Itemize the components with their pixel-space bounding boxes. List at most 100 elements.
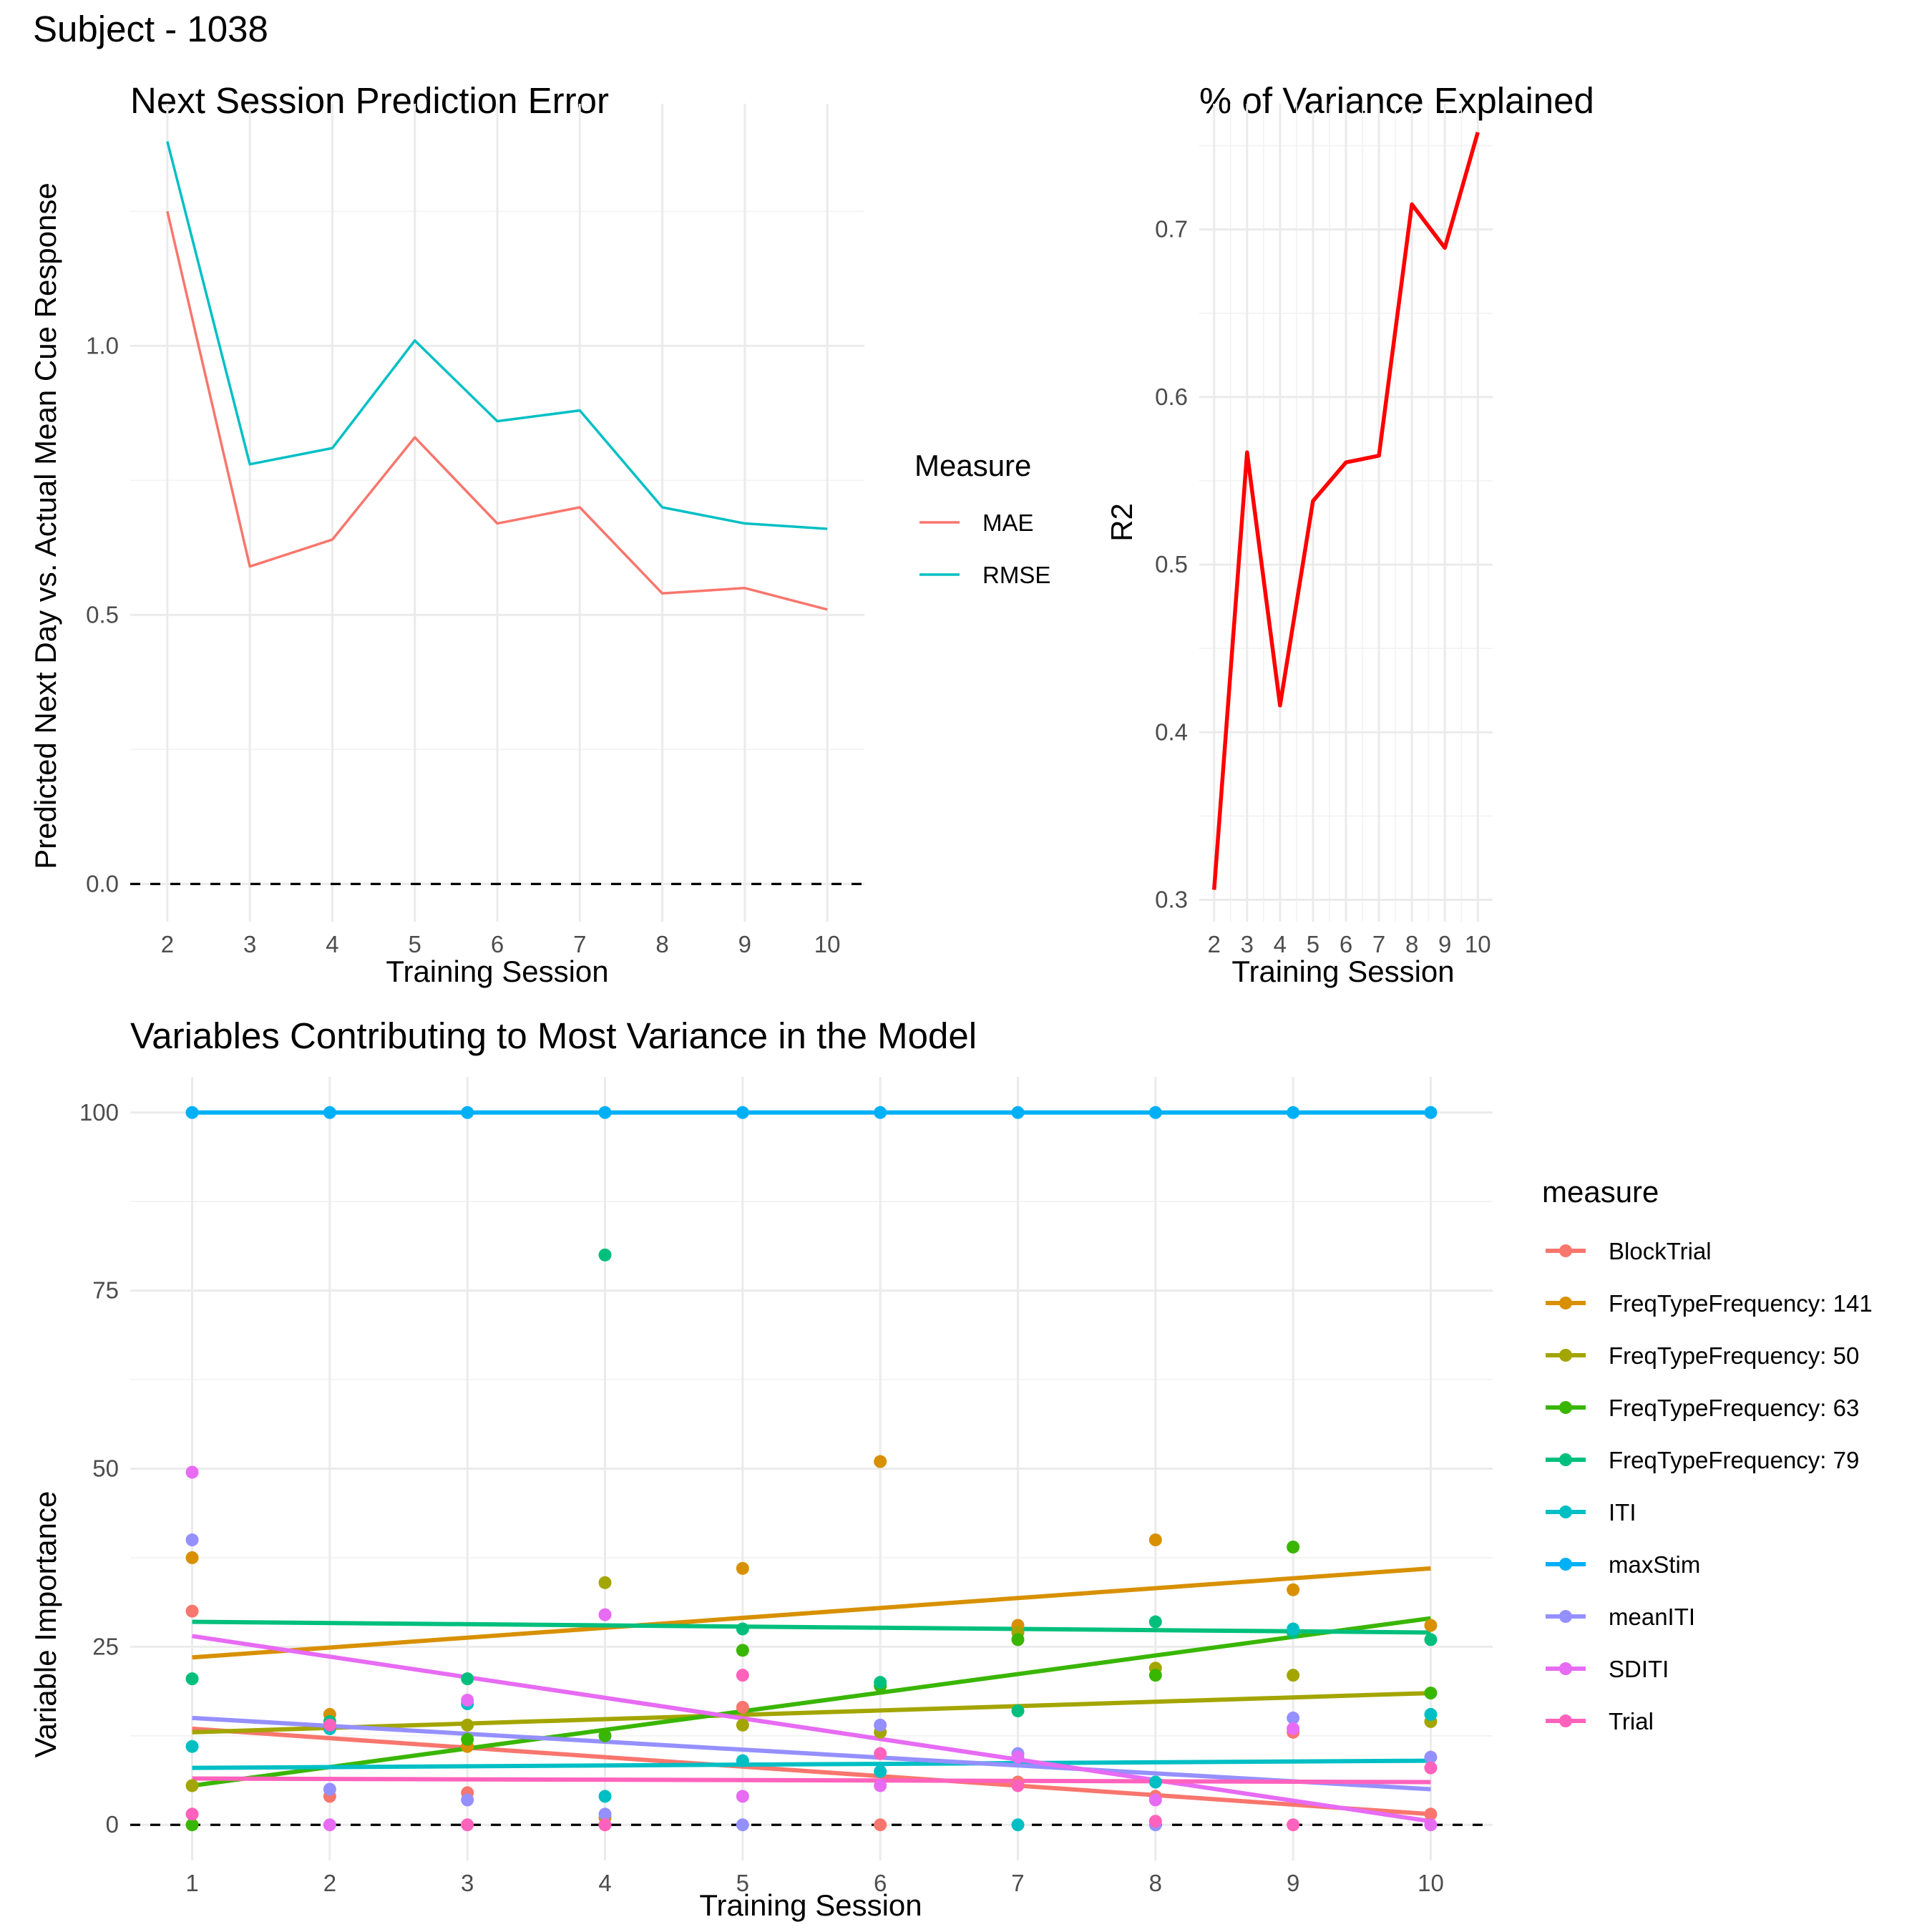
data-point [1424, 1818, 1438, 1832]
data-point [185, 1672, 199, 1686]
panel-1-title: Next Session Prediction Error [130, 80, 609, 121]
x-tick-label: 3 [1241, 931, 1254, 957]
panel-variable-importance: Variables Contributing to Most Variance … [29, 1015, 1873, 1922]
data-point [185, 1807, 199, 1821]
panel-1-y-axis-title: Predicted Next Day vs. Actual Mean Cue R… [29, 182, 62, 869]
legend-entry: meanITI [1609, 1604, 1695, 1630]
x-tick-label: 1 [185, 1870, 198, 1896]
data-point [598, 1248, 612, 1262]
data-point [598, 1729, 612, 1742]
legend-key-point [1559, 1244, 1572, 1257]
data-point [874, 1455, 887, 1468]
legend-key-point [1559, 1453, 1572, 1466]
x-tick-label: 5 [1307, 931, 1319, 957]
data-point [1287, 1622, 1300, 1636]
trend-line [192, 1616, 1431, 1788]
y-tick-label: 25 [92, 1633, 119, 1659]
trend-line [192, 1776, 1431, 1785]
y-tick-label: 0.4 [1155, 718, 1188, 745]
data-point [185, 1465, 199, 1479]
panel-3-marks [130, 1106, 1493, 1832]
legend-entry: BlockTrial [1609, 1238, 1712, 1264]
legend-key-point [1559, 1401, 1572, 1414]
legend-key-point [1559, 1558, 1572, 1571]
data-point [185, 1818, 199, 1832]
x-tick-label: 4 [598, 1870, 611, 1896]
legend-key-point [1559, 1506, 1572, 1518]
panel-1-ticks: 0.0 0.5 1.0 2 3 4 5 6 7 8 9 10 [86, 332, 840, 957]
data-point [598, 1790, 612, 1803]
trend-line [192, 1726, 1431, 1817]
data-point [874, 1747, 887, 1760]
x-tick-label: 8 [1149, 1870, 1162, 1896]
x-tick-label: 4 [326, 931, 338, 957]
x-tick-label: 9 [738, 931, 751, 957]
data-point [598, 1608, 612, 1621]
data-point [1287, 1106, 1300, 1119]
data-point [1148, 1793, 1162, 1807]
data-point [736, 1644, 749, 1657]
data-point [1287, 1722, 1300, 1735]
data-point [874, 1676, 887, 1689]
x-tick-label: 9 [1438, 931, 1451, 957]
page-title: Subject - 1038 [33, 9, 268, 49]
panel-prediction-error: Next Session Prediction Error 0.0 0.5 1.0 2… [29, 80, 1050, 988]
x-tick-label: 6 [491, 931, 504, 957]
data-point [1011, 1750, 1025, 1764]
data-point [1424, 1106, 1438, 1119]
legend-entry: FreqTypeFrequency: 63 [1609, 1395, 1859, 1421]
y-tick-label: 0.5 [1155, 551, 1188, 577]
data-point [1148, 1669, 1162, 1682]
data-point [1011, 1704, 1025, 1717]
y-tick-label: 100 [79, 1099, 119, 1126]
x-tick-label: 10 [1418, 1870, 1444, 1896]
data-point [461, 1818, 474, 1832]
x-tick-label: 4 [1274, 931, 1287, 957]
data-point [736, 1754, 749, 1767]
x-tick-label: 2 [1208, 931, 1221, 957]
legend-key-point [1559, 1714, 1572, 1727]
panel-3-ticks: 0 25 50 75 100 1 2 3 4 5 6 7 8 9 10 [79, 1099, 1444, 1896]
data-point [461, 1732, 474, 1746]
data-point [736, 1790, 749, 1803]
data-point [736, 1622, 749, 1636]
data-point [874, 1765, 887, 1778]
x-tick-label: 7 [573, 931, 586, 957]
panel-3-legend-title: measure [1542, 1175, 1659, 1209]
data-point [1148, 1533, 1162, 1547]
data-point [185, 1106, 199, 1119]
data-point [874, 1818, 887, 1832]
panel-1-marks [130, 141, 864, 885]
x-tick-label: 7 [1372, 931, 1385, 957]
data-point [1148, 1615, 1162, 1629]
x-tick-label: 6 [874, 1870, 887, 1896]
data-point [323, 1818, 336, 1832]
y-tick-label: 0.5 [86, 601, 119, 628]
legend-entry: ITI [1609, 1499, 1636, 1526]
x-tick-label: 2 [323, 1870, 336, 1896]
panel-3-y-axis-title: Variable Importance [29, 1491, 62, 1758]
data-point [598, 1807, 612, 1821]
data-point [1148, 1775, 1162, 1789]
panel-2-x-axis-title: Training Session [1231, 955, 1454, 988]
data-point [1011, 1633, 1025, 1646]
data-point [874, 1718, 887, 1732]
legend-entry: FreqTypeFrequency: 50 [1609, 1342, 1859, 1369]
legend-entry: Trial [1609, 1708, 1654, 1735]
y-tick-label: 0 [106, 1811, 119, 1838]
y-tick-label: 0.0 [86, 870, 119, 897]
y-tick-label: 0.3 [1155, 887, 1188, 913]
data-point [1287, 1583, 1300, 1596]
data-point [1287, 1818, 1300, 1832]
data-point [461, 1672, 474, 1686]
data-point [874, 1106, 887, 1119]
x-tick-label: 5 [409, 931, 421, 957]
data-point [1424, 1707, 1438, 1721]
data-point [736, 1669, 749, 1682]
data-point [736, 1818, 749, 1832]
trend-line [192, 1566, 1431, 1660]
panel-2-marks [1211, 132, 1480, 890]
data-point [1424, 1807, 1438, 1821]
data-point [461, 1793, 474, 1807]
